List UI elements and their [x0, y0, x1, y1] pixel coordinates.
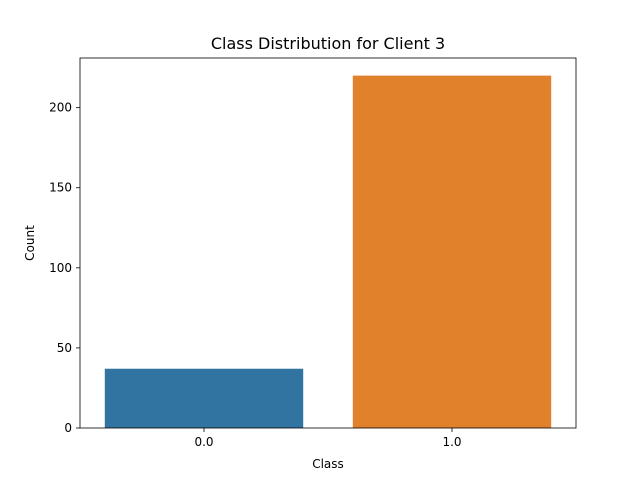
- y-tick-label-4: 200: [49, 101, 72, 115]
- y-tick-label-1: 50: [57, 341, 72, 355]
- chart-title: Class Distribution for Client 3: [211, 34, 445, 53]
- bars-group: [104, 75, 552, 428]
- bar-1: [352, 75, 552, 428]
- y-axis-label: Count: [23, 225, 37, 261]
- x-axis-label: Class: [312, 457, 344, 471]
- y-axis: 0 50 100 150 200: [49, 101, 80, 435]
- y-tick-label-3: 150: [49, 181, 72, 195]
- y-tick-label-2: 100: [49, 261, 72, 275]
- x-tick-label-0: 0.0: [194, 435, 213, 449]
- x-tick-label-1: 1.0: [442, 435, 461, 449]
- y-tick-label-0: 0: [64, 421, 72, 435]
- bar-0: [104, 368, 304, 428]
- x-axis: 0.0 1.0: [194, 428, 462, 449]
- plot-frame: [79, 57, 577, 429]
